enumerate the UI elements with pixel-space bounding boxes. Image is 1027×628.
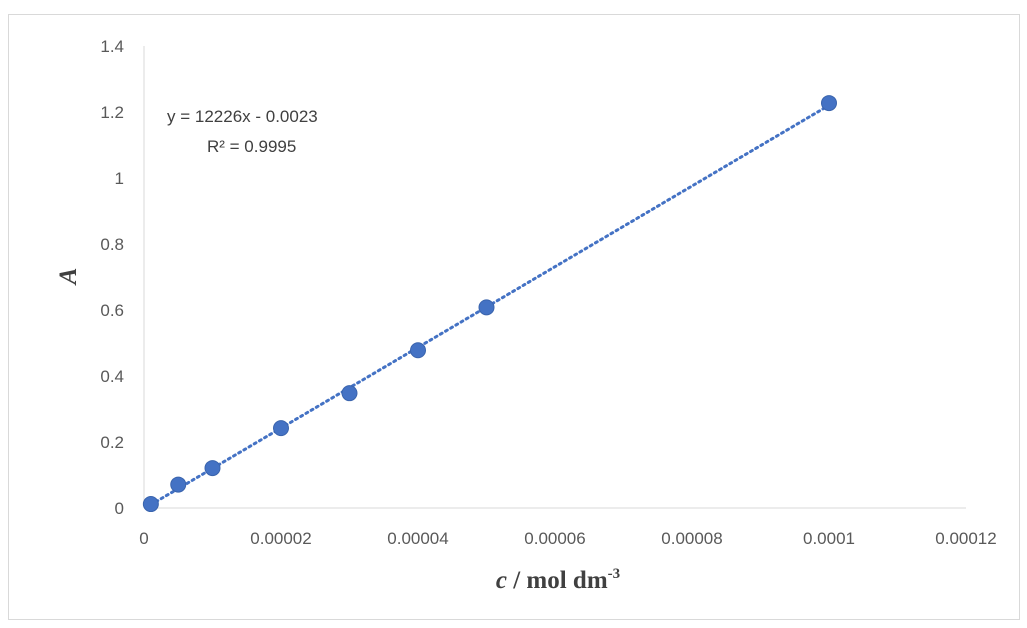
x-tick-label: 0.00006 bbox=[524, 529, 585, 548]
y-tick-labels: 0 0.2 0.4 0.6 0.8 1 1.2 1.4 bbox=[100, 37, 124, 518]
x-axis-title-exponent: -3 bbox=[608, 566, 621, 582]
trendline-r-squared: R² = 0.9995 bbox=[207, 137, 296, 156]
x-axis-title: c / mol dm-3 bbox=[496, 566, 620, 594]
y-tick-label: 0.8 bbox=[100, 235, 124, 254]
data-point bbox=[142, 496, 159, 513]
data-point bbox=[821, 95, 837, 112]
trendline-equation: y = 12226x - 0.0023 bbox=[167, 107, 318, 126]
data-point bbox=[410, 342, 426, 359]
y-tick-label: 1.4 bbox=[100, 37, 124, 56]
x-tick-label: 0 bbox=[139, 529, 148, 548]
x-tick-label: 0.0001 bbox=[803, 529, 855, 548]
chart-area bbox=[8, 14, 1020, 620]
y-tick-label: 0.6 bbox=[100, 301, 124, 320]
data-point bbox=[341, 385, 358, 402]
data-point bbox=[170, 476, 187, 493]
y-axis-title: A bbox=[55, 268, 82, 287]
data-point bbox=[273, 420, 289, 437]
x-axis-title-symbol: c bbox=[496, 567, 507, 594]
y-tick-label: 0 bbox=[115, 499, 124, 518]
x-tick-label: 0.00008 bbox=[661, 529, 722, 548]
x-tick-label: 0.00002 bbox=[250, 529, 311, 548]
x-axis-title-units: / mol dm bbox=[507, 567, 608, 594]
data-point bbox=[478, 299, 495, 316]
y-tick-label: 0.4 bbox=[100, 367, 124, 386]
x-tick-label: 0.00004 bbox=[387, 529, 448, 548]
data-point bbox=[204, 460, 221, 477]
y-tick-label: 1.2 bbox=[100, 103, 124, 122]
y-tick-label: 1 bbox=[115, 169, 124, 188]
x-tick-labels: 0 0.00002 0.00004 0.00006 0.00008 0.0001 0.000… bbox=[139, 529, 996, 548]
trendline bbox=[149, 103, 831, 507]
x-tick-label: 0.00012 bbox=[935, 529, 996, 548]
axes bbox=[143, 46, 966, 509]
data-points bbox=[142, 95, 837, 513]
trendline-group bbox=[149, 103, 831, 507]
y-tick-label: 0.2 bbox=[100, 433, 124, 452]
